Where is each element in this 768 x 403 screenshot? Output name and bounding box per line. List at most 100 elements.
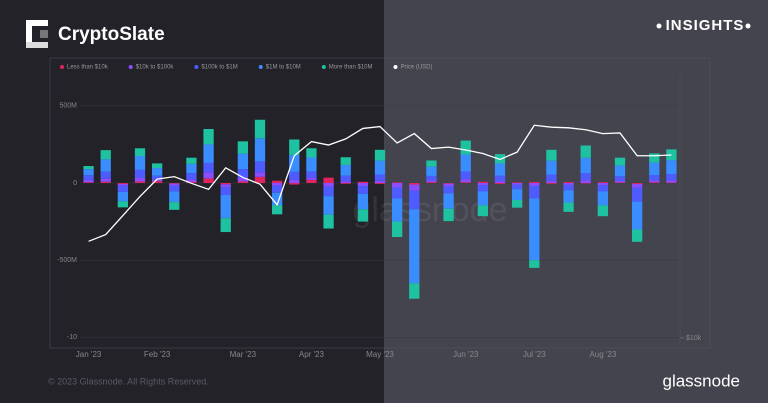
brand: CryptoSlate [58,24,165,45]
price-line [88,124,672,242]
bar-segment [563,183,574,185]
bar-segment [666,149,677,161]
bar-segment [100,159,111,172]
bar-segment [443,186,454,194]
bar-segment [512,184,523,190]
bar-segment [83,175,94,180]
bar-segment [666,160,677,175]
bar-segment [254,172,266,177]
bar-segment [374,160,386,175]
legend-label: More than $10M [329,65,373,71]
bar-segment [186,157,197,164]
bar-segment [289,183,300,185]
bar-segment [563,182,574,183]
legend-swatch [128,65,133,69]
bar-segment [426,175,437,181]
bar-segment [169,202,180,210]
bar-segment [83,169,94,176]
bar-segment [340,181,351,183]
bar-segment [374,183,386,184]
bar-segment [203,129,214,145]
bar-segment [580,157,591,174]
bar-segment [409,184,420,191]
bar-segment [306,171,317,178]
bar-segment [323,183,334,187]
bar-segment [546,180,557,183]
bar-segment [460,171,471,180]
bar-segment [409,190,420,210]
bar-segment [117,183,128,184]
legend-swatch [321,65,326,69]
bar-segment [340,157,351,165]
bar-segment [426,182,437,183]
bar-segment [254,176,266,183]
bar-segment [220,187,231,196]
bar-segment [529,260,540,268]
bar-segment [666,180,677,183]
bar-segment [392,182,403,183]
bar-segment [134,156,146,170]
bar-segment [340,175,351,182]
bar-segment [443,193,454,209]
bar-segment [169,183,180,184]
bar-segment [254,161,266,173]
bar-segment [443,183,454,184]
bar-segment [340,164,351,176]
bar-segment [152,181,163,183]
legend-label: Less than $10k [67,65,109,71]
bar-segment [272,205,283,215]
legend-swatch [194,65,199,69]
bar-segment [134,169,146,178]
y-tick-label: 500M [59,103,77,110]
x-tick-label: Jul '23 [523,350,546,359]
x-tick-label: Apr '23 [299,350,325,359]
bar-segment [134,148,146,156]
bar-segment [100,150,111,160]
bar-segment [117,191,128,202]
bar-segment [597,191,608,206]
bar-segment [272,192,283,206]
bar-segment [272,180,283,183]
bar-segment [203,144,214,163]
bar-segment [546,160,557,175]
y2-tick-label: $10k [686,335,702,342]
bar-segment [152,163,163,169]
legend-swatch [60,65,64,69]
bar-segment [374,174,386,181]
y-tick-label: -500M [57,257,77,264]
bar-segment [306,177,317,180]
bar-segment [237,177,248,182]
bar-segment [597,205,608,217]
bar-segment [357,181,368,183]
bar-segment [477,191,488,206]
dot [745,23,751,29]
bar-segment [614,165,626,177]
bar-segment [580,173,591,181]
bar-segment [632,183,643,184]
bar-segment [614,157,626,166]
bar-segment [289,139,300,155]
bar-segment [237,169,248,178]
bar-segment [237,153,248,170]
legend-swatch [258,65,263,69]
bar-segment [220,218,231,233]
bar-segment [83,179,94,183]
bar-segment [289,179,300,183]
bar-segment [512,183,523,185]
bar-segment [649,162,660,175]
bar-segment [614,180,626,183]
legend-swatch [393,65,398,69]
bar-segment [289,171,300,180]
bar-segment [460,154,471,172]
x-tick-label: Jan '23 [76,350,102,359]
bar-segment [460,179,471,183]
bar-segment [237,181,248,183]
bar-segment [306,179,317,183]
bar-segment [494,175,506,182]
bar-segment [203,178,214,183]
bar-segment [237,141,248,154]
bar-segment [306,148,317,158]
bar-segment [203,162,214,173]
bar-segment [426,180,437,183]
